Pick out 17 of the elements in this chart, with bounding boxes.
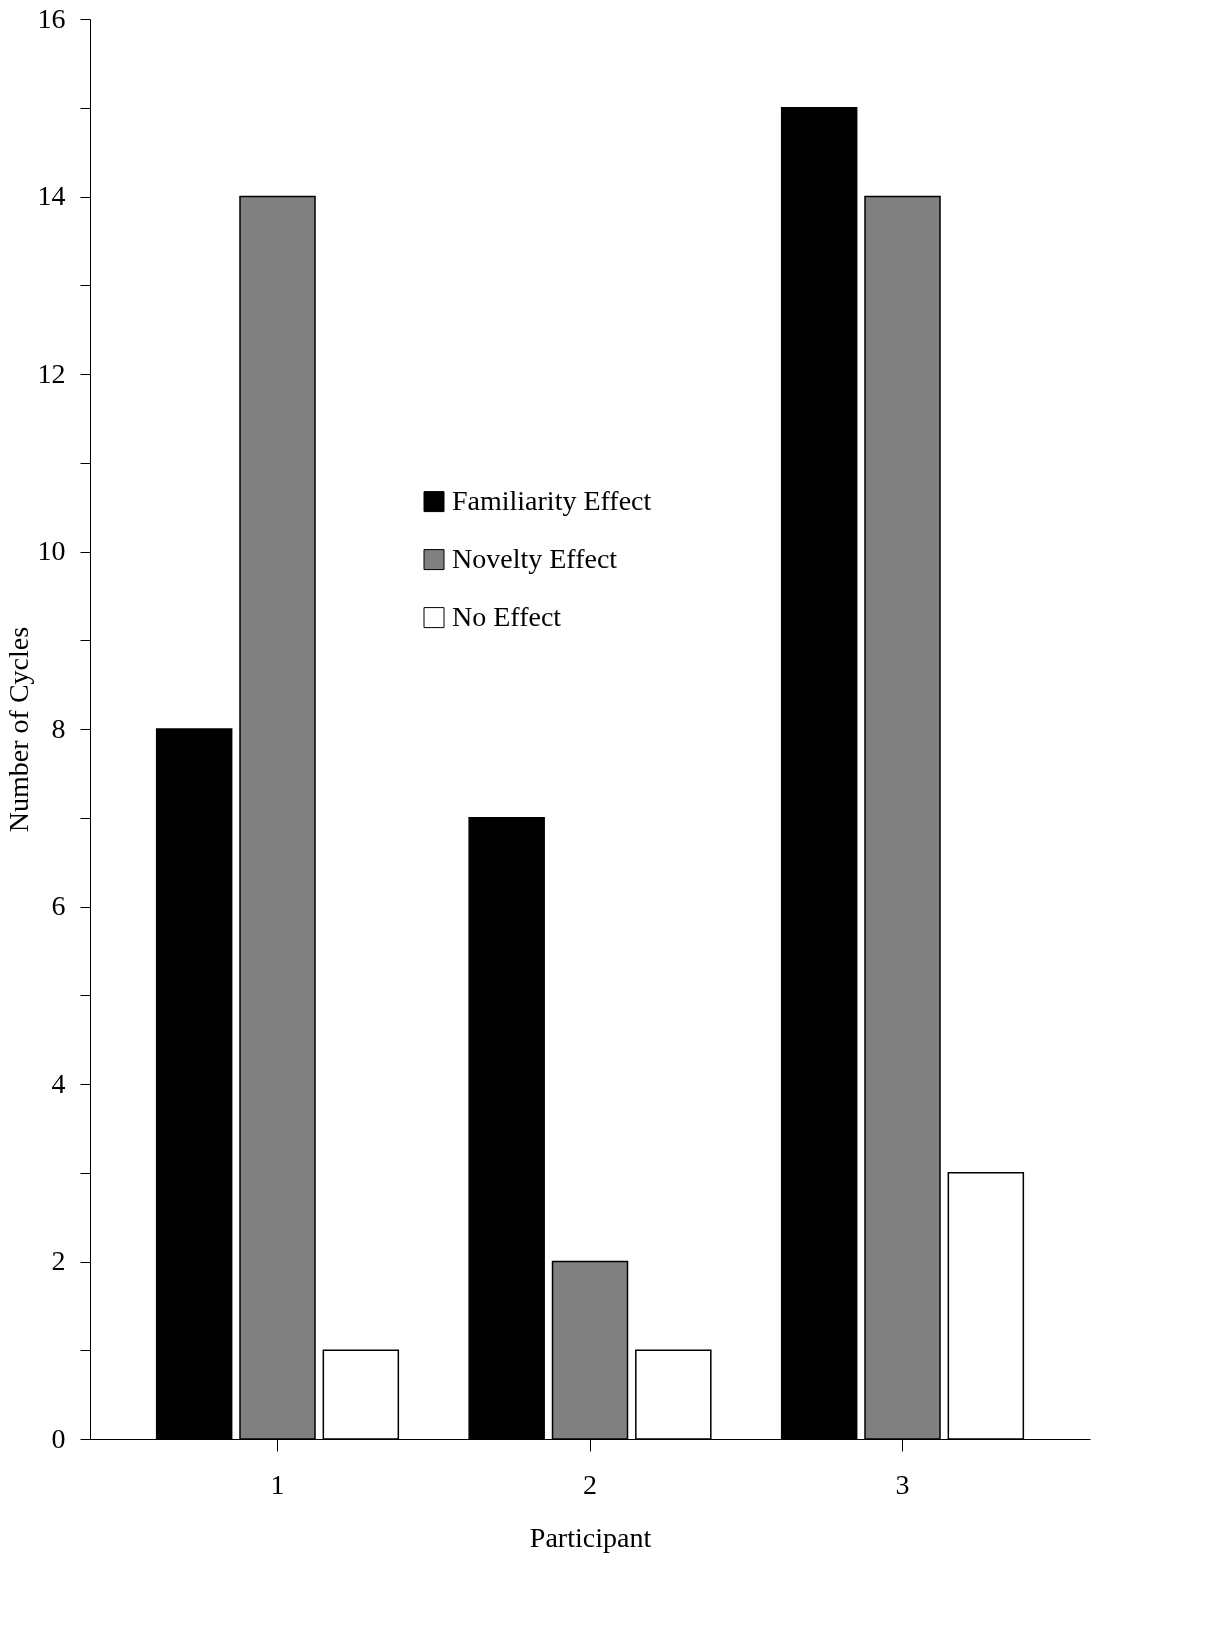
y-axis-title: Number of Cycles <box>2 626 34 833</box>
y-tick-label: 4 <box>51 1067 66 1099</box>
y-tick-label: 12 <box>37 357 66 389</box>
x-tick-label: 2 <box>583 1468 597 1500</box>
x-tick-label: 1 <box>270 1468 285 1500</box>
x-axis-title: Participant <box>529 1521 652 1553</box>
y-tick-label: 16 <box>37 2 66 34</box>
y-tick-label: 8 <box>51 712 66 744</box>
legend-label: Familiarity Effect <box>452 484 652 516</box>
y-tick-label: 0 <box>51 1422 66 1454</box>
y-tick-label: 10 <box>37 535 66 566</box>
y-tick-label: 14 <box>37 180 66 211</box>
legend-label: Novelty Effect <box>452 542 618 574</box>
y-tick-label: 2 <box>51 1245 66 1276</box>
legend-label: No Effect <box>452 600 562 632</box>
y-tick-label: 6 <box>51 890 66 921</box>
x-tick-label: 3 <box>895 1468 910 1500</box>
